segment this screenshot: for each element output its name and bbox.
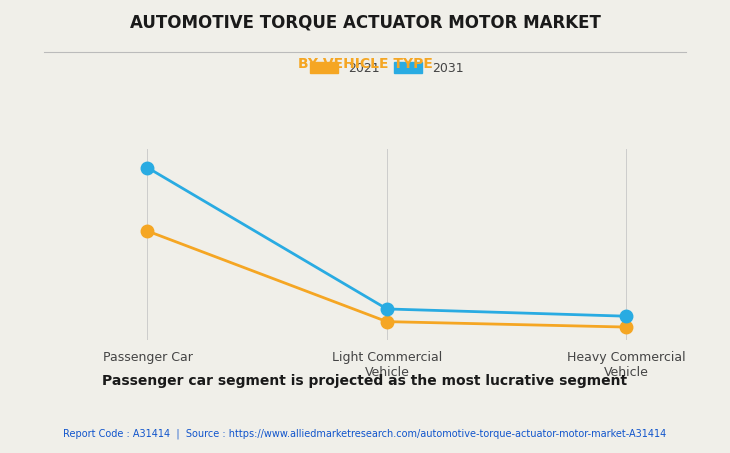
- Text: BY VEHICLE TYPE: BY VEHICLE TYPE: [298, 57, 432, 71]
- Text: Report Code : A31414  |  Source : https://www.alliedmarketresearch.com/automotiv: Report Code : A31414 | Source : https://…: [64, 429, 666, 439]
- 2021: [383, 319, 391, 324]
- Text: Passenger car segment is projected as the most lucrative segment: Passenger car segment is projected as th…: [102, 374, 628, 388]
- Legend: 2021, 2031: 2021, 2031: [305, 57, 469, 80]
- Text: AUTOMOTIVE TORQUE ACTUATOR MOTOR MARKET: AUTOMOTIVE TORQUE ACTUATOR MOTOR MARKET: [129, 14, 601, 32]
- Line: 2031: 2031: [141, 161, 633, 323]
- 2031: [143, 165, 152, 170]
- 2021: [622, 324, 631, 330]
- 2031: [622, 313, 631, 319]
- 2021: [143, 228, 152, 234]
- Line: 2021: 2021: [141, 225, 633, 333]
- 2031: [383, 306, 391, 312]
